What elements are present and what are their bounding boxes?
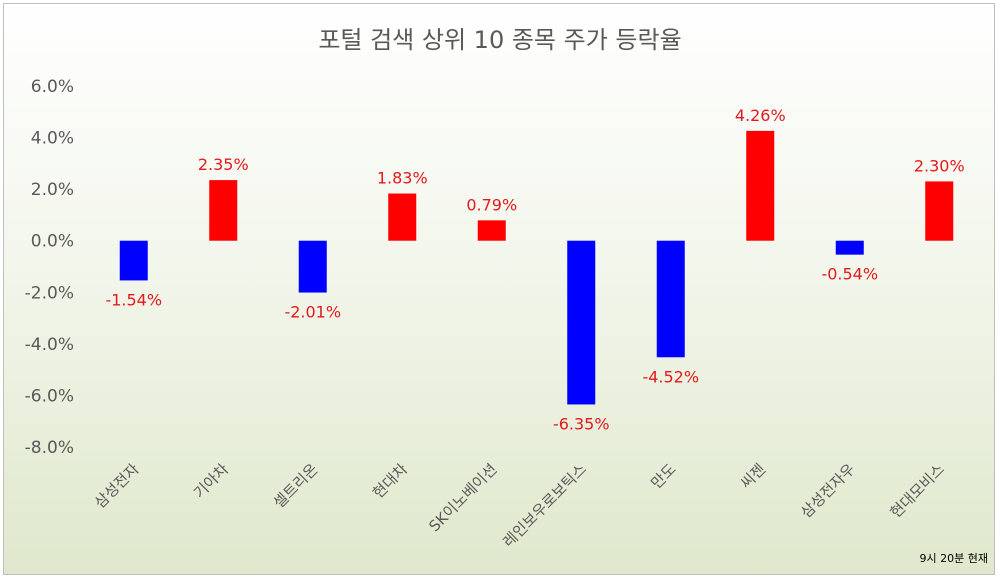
timestamp-note: 9시 20분 현재 (920, 552, 988, 565)
category-label: 셀트리온 (270, 460, 322, 512)
category-label: SK이노베이션 (425, 460, 500, 535)
chart-area: 포털 검색 상위 10 종목 주가 등락율 6.0% 4.0% 2.0% 0.0% -2… (3, 3, 995, 575)
bar (835, 240, 864, 255)
bar (209, 180, 238, 241)
data-label: -4.52% (642, 367, 699, 386)
data-label: -1.54% (105, 290, 162, 309)
data-label: 4.26% (735, 106, 786, 125)
data-label: 2.35% (198, 155, 249, 174)
data-label: 0.79% (466, 195, 517, 214)
bar (656, 240, 685, 358)
category-label: 현대차 (369, 460, 411, 502)
category-label: 기아차 (190, 460, 232, 502)
data-labels: -1.54% 2.35% -2.01% 1.83% 0.79% -6.35% -4.52% 4… (105, 106, 964, 434)
y-tick-label: 6.0% (31, 77, 74, 97)
bar (298, 240, 327, 293)
category-label: 만도 (647, 460, 679, 492)
category-label: 현대모비스 (887, 460, 949, 522)
data-label: -2.01% (284, 303, 341, 322)
data-label: -0.54% (821, 265, 878, 284)
y-tick-label: -6.0% (25, 386, 74, 406)
y-tick-label: 4.0% (31, 129, 74, 149)
category-label: 삼성전자우 (797, 460, 859, 522)
y-tick-label: -8.0% (25, 438, 74, 458)
chart-title: 포털 검색 상위 10 종목 주가 등락율 (318, 26, 681, 54)
bar (477, 220, 506, 241)
category-label: 씨젠 (737, 460, 769, 492)
bar-chart: 포털 검색 상위 10 종목 주가 등락율 6.0% 4.0% 2.0% 0.0% -2… (25, 26, 988, 565)
data-label: 2.30% (914, 156, 965, 175)
category-label: 레인보우로보틱스 (499, 460, 590, 551)
bar (567, 240, 596, 405)
y-tick-label: -2.0% (25, 283, 74, 303)
bar (925, 181, 954, 241)
bar (746, 130, 775, 241)
y-axis-ticks: 6.0% 4.0% 2.0% 0.0% -2.0% -4.0% -6.0% -8.0% (25, 77, 74, 458)
bar (119, 240, 148, 281)
y-tick-label: 2.0% (31, 180, 74, 200)
bars (119, 130, 954, 405)
category-label: 삼성전자 (91, 460, 143, 512)
bar (388, 193, 417, 241)
data-label: 1.83% (377, 169, 428, 188)
y-tick-label: 0.0% (31, 232, 74, 252)
y-tick-label: -4.0% (25, 335, 74, 355)
data-label: -6.35% (553, 414, 610, 433)
